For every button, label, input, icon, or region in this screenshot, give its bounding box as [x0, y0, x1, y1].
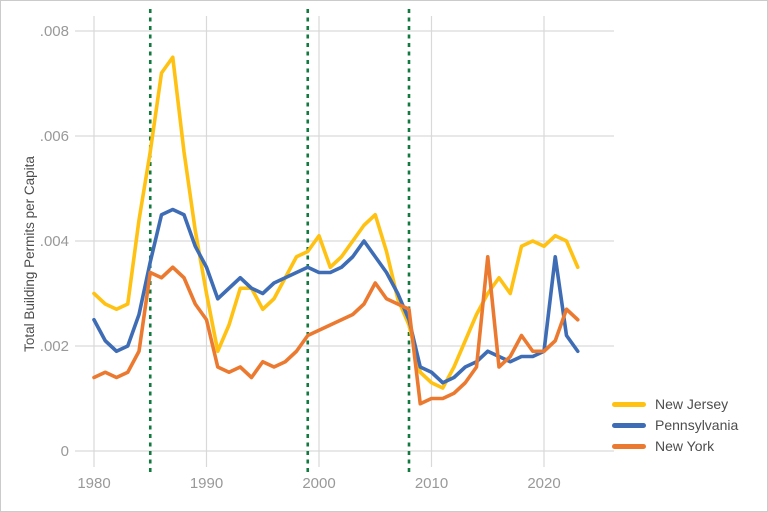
- x-axis-labels: 1980 1990 2000 2010 2020: [77, 475, 560, 492]
- legend-swatch: [612, 402, 646, 407]
- legend-label: New York: [655, 438, 715, 454]
- legend-item: New Jersey: [612, 394, 738, 415]
- y-tick-label: .004: [40, 233, 69, 250]
- series-lines: [92, 55, 580, 406]
- gridlines: [75, 16, 614, 467]
- legend-label: Pennsylvania: [655, 417, 739, 433]
- y-tick-label: 0: [61, 443, 69, 460]
- legend-swatch: [612, 444, 646, 449]
- x-tick-label: 2020: [527, 475, 560, 492]
- x-tick-label: 1980: [77, 475, 110, 492]
- legend-item: New York: [612, 436, 738, 457]
- y-axis-title: Total Building Permits per Capita: [22, 156, 37, 352]
- legend-swatch: [612, 423, 646, 428]
- legend-label: New Jersey: [655, 396, 729, 412]
- series-line-new-jersey: [92, 55, 580, 390]
- reference-lines: [148, 9, 411, 475]
- x-tick-label: 2010: [415, 475, 448, 492]
- y-tick-label: .008: [40, 23, 69, 40]
- x-tick-label: 1990: [190, 475, 223, 492]
- y-axis-labels: 0 .002 .004 .006 .008: [40, 23, 69, 460]
- x-tick-label: 2000: [302, 475, 335, 492]
- series-line-pennsylvania: [92, 207, 580, 385]
- y-tick-label: .006: [40, 128, 69, 145]
- legend: New Jersey Pennsylvania New York: [612, 394, 738, 457]
- legend-item: Pennsylvania: [612, 415, 738, 436]
- series-line-new-york: [92, 254, 580, 406]
- y-tick-label: .002: [40, 338, 69, 355]
